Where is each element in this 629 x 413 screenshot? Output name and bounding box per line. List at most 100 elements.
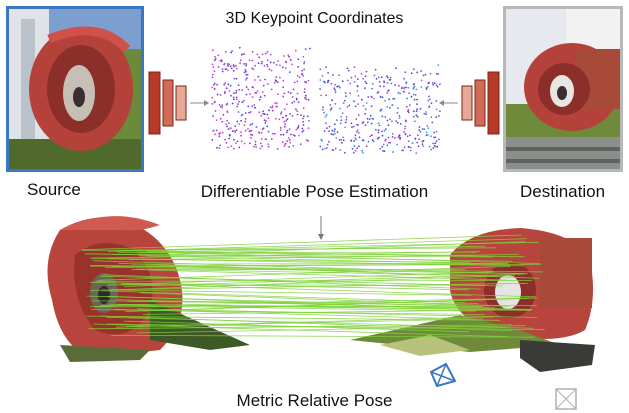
keypoint-dot [334,103,337,105]
keypoint-dot [227,128,230,130]
keypoint-dot [297,126,300,129]
keypoint-dot [302,129,305,132]
keypoint-dot [289,92,292,94]
keypoint-dot [360,98,363,101]
keypoint-dot [367,140,370,143]
keypoint-dot [286,103,288,106]
keypoint-dot [299,143,302,146]
keypoint-dot [288,139,291,141]
keypoint-dot [297,58,300,61]
keypoint-dot [307,79,310,82]
keypoint-dot [261,91,264,93]
keypoint-dot [227,64,229,67]
keypoint-dot [237,84,240,86]
keypoint-dot [289,113,291,115]
match-line [136,325,527,334]
keypoint-dot [414,94,417,96]
keypoint-dot [389,118,391,121]
keypoint-dot [298,134,300,137]
keypoint-dot [291,102,293,104]
keypoint-dot [428,95,430,98]
keypoint-dot [365,102,368,104]
keypoint-dot [412,93,415,96]
keypoint-dot [348,69,350,72]
keypoint-dot [397,92,400,94]
keypoint-dot [212,115,215,117]
keypoint-dot [276,148,279,150]
keypoint-dot [229,84,232,87]
keypoint-dot [247,88,250,91]
keypoint-dot [224,90,226,93]
keypoint-dot [341,80,344,82]
keypoint-dot [326,81,329,84]
keypoint-dot [260,142,262,145]
keypoint-dot [224,82,227,84]
keypoint-dot [301,69,304,72]
keypoint-dot [414,120,416,123]
keypoint-dot [340,139,343,141]
keypoint-dot [356,147,359,150]
keypoint-dot [307,115,309,118]
keypoint-dot [433,136,435,139]
keypoint-dot [352,151,355,154]
keypoint-dot [247,105,250,108]
keypoint-dot [356,84,359,87]
keypoint-dot [280,113,282,115]
keypoint-dot [227,83,230,86]
keypoint-dot [238,46,241,49]
keypoint-dot [216,146,218,149]
keypoint-dot [243,63,246,65]
keypoint-dot [255,91,258,94]
keypoint-dot [293,134,296,137]
keypoint-dot [213,88,216,91]
keypoint-dot [259,79,262,82]
keypoint-dot [226,63,229,65]
keypoint-dot [325,94,327,97]
keypoint-dot [388,98,391,101]
keypoint-dot [215,129,218,132]
keypoint-dot [228,90,231,92]
keypoint-dot [394,84,396,86]
keypoint-dot [386,144,389,147]
keypoint-dot [288,128,291,131]
keypoint-dot [429,72,432,75]
keypoint-dot [367,96,370,98]
keypoint-dot [398,85,400,87]
keypoint-dot [425,113,427,115]
keypoint-dot [420,79,423,82]
match-line [98,265,511,281]
keypoint-dot [248,111,250,114]
keypoint-dot [396,143,398,146]
keypoint-dot [235,77,238,80]
keypoint-dot [217,54,220,57]
keypoint-dot [304,94,307,97]
keypoint-dot [416,108,418,111]
keypoint-dot [324,147,326,150]
keypoint-dot [214,133,216,136]
keypoint-dot [390,82,393,85]
keypoint-dot [260,138,263,140]
keypoint-dot [397,122,399,124]
keypoint-dot [221,104,224,107]
keypoint-dot [415,152,418,155]
keypoint-dot [245,86,248,88]
keypoint-dot [297,124,300,127]
keypoint-dot [378,136,380,139]
keypoint-dot [224,138,227,141]
keypoint-dot [303,62,305,65]
keypoint-dot [357,103,359,105]
keypoint-dot [211,96,214,99]
keypoint-dot [383,85,385,88]
keypoint-dot [434,145,437,148]
keypoint-dot [275,102,278,105]
keypoint-dot [273,81,276,84]
keypoint-dot [267,145,270,148]
keypoint-dot [418,138,420,141]
keypoint-dot [216,93,219,96]
keypoint-dot [336,131,339,134]
keypoint-dot [218,104,221,106]
keypoint-dot [262,127,265,130]
keypoint-dot [223,92,226,95]
keypoint-dot [253,79,256,81]
keypoint-dot [221,106,224,109]
